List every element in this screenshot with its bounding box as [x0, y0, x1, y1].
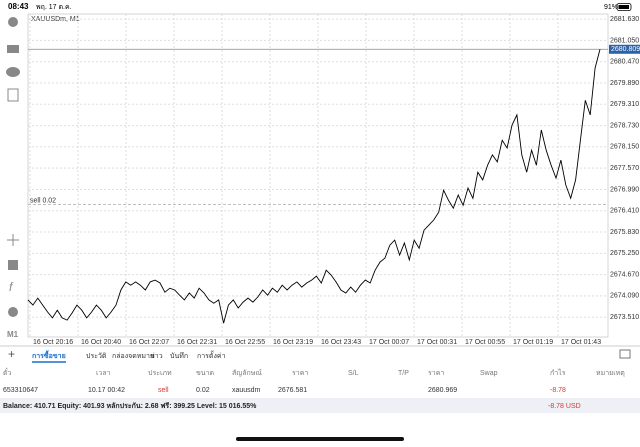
y-tick-label: 2677.570 [610, 165, 639, 172]
trade-icon[interactable] [7, 45, 19, 53]
x-tick-label: 16 Oct 22:31 [177, 339, 217, 346]
y-tick-label: 2678.730 [610, 122, 639, 129]
y-tick-label: 2675.250 [610, 250, 639, 257]
function-icon[interactable]: f [9, 280, 14, 294]
x-tick-label: 17 Oct 00:55 [465, 339, 505, 346]
panel-icon[interactable] [619, 349, 631, 359]
table-header: Swap [480, 370, 498, 377]
x-tick-label: 16 Oct 22:55 [225, 339, 265, 346]
left-toolbar: f M1 [6, 17, 20, 339]
tab[interactable]: ข่าว [150, 353, 163, 360]
x-tick-label: 17 Oct 00:31 [417, 339, 457, 346]
chart-title: XAUUSDm, M1 [31, 16, 80, 23]
indicator-icon[interactable] [8, 260, 18, 270]
status-time: 08:43 [8, 2, 29, 11]
y-tick-label: 2675.830 [610, 229, 639, 236]
price-line [27, 49, 601, 324]
table-header: S/L [348, 370, 359, 377]
bid-label-box [609, 44, 640, 54]
objects-icon[interactable] [8, 307, 18, 317]
x-tick-label: 16 Oct 20:16 [33, 339, 73, 346]
table-header: สัญลักษณ์ [232, 369, 262, 377]
chat-icon[interactable] [6, 67, 20, 77]
y-tick-label: 2673.510 [610, 314, 639, 321]
y-tick-label: 2679.310 [610, 101, 639, 108]
tab[interactable]: บันทึก [170, 351, 188, 360]
battery-level [618, 5, 629, 9]
balance-text: Balance: 410.71 Equity: 401.93 หลักประกั… [3, 402, 257, 410]
y-tick-label: 2679.890 [610, 80, 639, 87]
table-header: ราคา [428, 370, 444, 377]
y-tick-label: 2681.050 [610, 37, 639, 44]
x-tick-label: 16 Oct 22:07 [129, 339, 169, 346]
bid-label: 2680.809 [611, 46, 640, 53]
y-tick-label: 2678.150 [610, 144, 639, 151]
order-line-label: sell 0.02 [30, 197, 56, 204]
table-header: ประเภท [148, 370, 172, 377]
table-header: ตั๋ว [3, 368, 12, 377]
table-cell: sell [158, 387, 169, 394]
x-tick-label: 16 Oct 23:19 [273, 339, 313, 346]
table-cell: 10.17 00:42 [88, 387, 125, 394]
y-tick-label: 2674.090 [610, 293, 639, 300]
tab[interactable]: การซื้อขาย [32, 349, 66, 360]
trade-table: ตั๋ว เวลา ประเภท ขนาด สัญลักษณ์ ราคา S/L T/P ราค… [3, 368, 625, 394]
new-icon[interactable] [7, 88, 19, 102]
balance-profit: -8.78 USD [548, 403, 581, 410]
y-tick-label: 2681.630 [610, 16, 639, 23]
table-cell: 2680.969 [428, 387, 457, 394]
add-button[interactable]: + [8, 347, 15, 361]
table-cell: xauusdm [232, 387, 261, 394]
table-cell[interactable]: 653310647 [3, 387, 38, 394]
table-header: T/P [398, 370, 409, 377]
account-icon[interactable] [8, 17, 18, 27]
timeframe-icon[interactable]: M1 [7, 330, 19, 339]
x-tick-label: 16 Oct 23:43 [321, 339, 361, 346]
table-header: เวลา [96, 370, 111, 377]
table-cell: -8.78 [550, 387, 566, 394]
status-battery: 91% [604, 4, 618, 11]
balance-row [0, 398, 640, 413]
status-date: พฤ. 17 ต.ค. [36, 4, 72, 11]
x-tick-label: 17 Oct 00:07 [369, 339, 409, 346]
tab[interactable]: การตั้งค่า [197, 349, 226, 360]
table-header: หมายเหตุ [596, 370, 625, 377]
y-tick-label: 2674.670 [610, 271, 639, 278]
table-cell: 2676.581 [278, 387, 307, 394]
tab[interactable]: ประวัติ [86, 352, 107, 360]
x-tick-label: 17 Oct 01:43 [561, 339, 601, 346]
table-header: กำไร [550, 368, 566, 377]
table-header: ราคา [292, 370, 308, 377]
table-cell: 0.02 [196, 387, 210, 394]
tab[interactable]: กล่องจดหมาย [112, 353, 154, 360]
y-tick-label: 2676.990 [610, 186, 639, 193]
crosshair-icon[interactable] [7, 234, 19, 246]
x-tick-label: 17 Oct 01:19 [513, 339, 553, 346]
x-tick-label: 16 Oct 20:40 [81, 339, 121, 346]
y-tick-label: 2676.410 [610, 208, 639, 215]
y-tick-label: 2680.470 [610, 59, 639, 66]
table-header: ขนาด [196, 370, 214, 377]
battery-icon [616, 3, 632, 11]
plot: 2681.630 2681.050 2680.470 2679.890 2679.310… [27, 14, 640, 346]
home-indicator [236, 437, 404, 441]
